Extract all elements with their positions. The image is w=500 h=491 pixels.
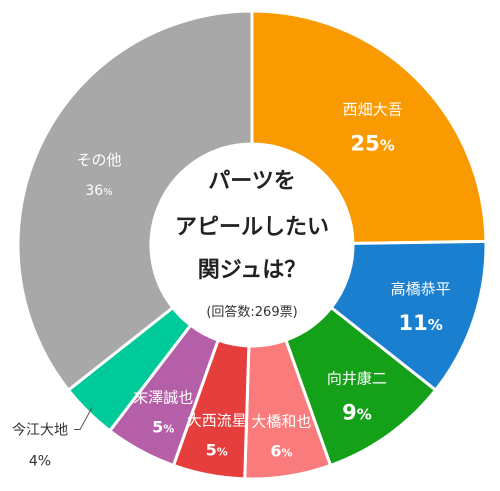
slice-5-value-label: 5% <box>206 441 228 460</box>
slice-5-value-unit: % <box>217 446 228 459</box>
slice-8-value-label: 36% <box>85 183 112 199</box>
slice-8-name-label: その他 <box>76 151 121 169</box>
slice-4-value-label: 6% <box>270 442 292 461</box>
slice-8-value-unit: % <box>103 187 113 198</box>
slice-7-value-label: 4% <box>29 453 51 469</box>
slice-5-value-number: 5 <box>206 441 217 460</box>
donut-center-hole <box>151 144 353 346</box>
slice-5-name-label: 大西流星 <box>187 412 247 430</box>
slice-1-value-label: 25% <box>351 131 395 155</box>
slice-1 <box>250 9 488 245</box>
slice-8-value-number: 36 <box>85 183 103 199</box>
slice-2-value-label: 11% <box>398 311 442 335</box>
slice-3-value-unit: % <box>357 405 372 423</box>
slice-2-value-unit: % <box>428 316 443 334</box>
slice-6-name-label: 末澤誠也 <box>133 388 193 406</box>
slice-3-name-label: 向井康二 <box>327 369 387 387</box>
slice-1-value-unit: % <box>380 136 395 154</box>
slice-7-leader-line <box>74 407 93 430</box>
slice-labels: 西畑大吾 25% 高橋恭平 11% 向井康二 9% 大橋和也 6% 大西流星 5% 末澤誠也 5% 今江… <box>12 100 451 469</box>
chart-title-line-1: パーツを <box>208 169 296 194</box>
slice-7-name-label: 今江大地 <box>12 422 68 438</box>
slice-6-value-label: 5% <box>152 417 174 436</box>
slice-4-value-unit: % <box>281 447 292 460</box>
slice-3-value-label: 9% <box>342 400 372 424</box>
slice-6-value-unit: % <box>163 422 174 435</box>
slice-6-value-number: 5 <box>152 417 163 436</box>
slice-1-name-label: 西畑大吾 <box>343 100 403 118</box>
donut-center-title: パーツを アピールしたい 関ジュは？ (回答数:269票) <box>175 169 329 320</box>
chart-title-line-2: アピールしたい <box>175 215 329 240</box>
chart-title-line-3: 関ジュは？ <box>198 258 306 283</box>
slice-2-value-number: 11 <box>398 311 427 335</box>
slice-2-name-label: 高橋恭平 <box>391 280 451 298</box>
slice-1-value-number: 25 <box>351 131 380 155</box>
chart-subtitle: (回答数:269票) <box>206 304 297 320</box>
slice-3-value-number: 9 <box>342 400 357 424</box>
slice-4-value-number: 6 <box>270 442 281 461</box>
donut-slices <box>16 9 488 481</box>
slice-4-name-label: 大橋和也 <box>251 413 311 431</box>
